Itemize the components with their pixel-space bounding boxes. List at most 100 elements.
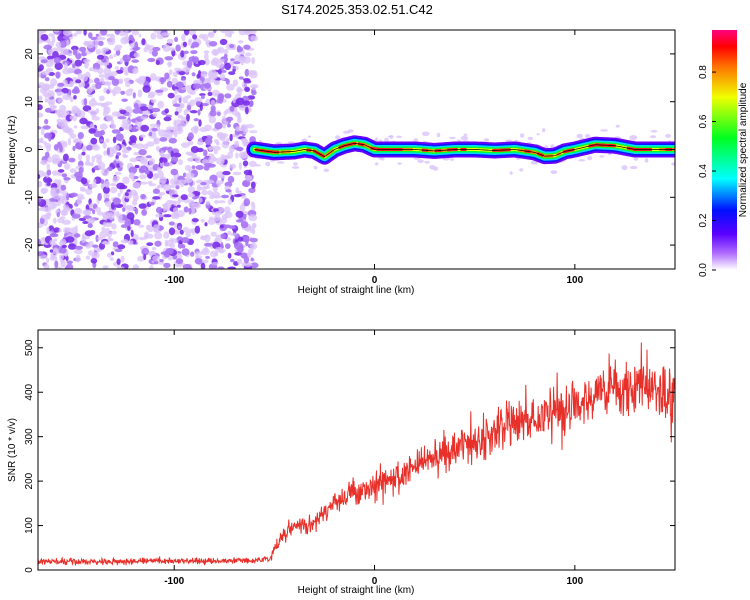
ridge-halo-speck (424, 160, 430, 164)
ridge-halo-speck (629, 165, 638, 170)
noise-speck (182, 41, 187, 47)
noise-speck (152, 131, 157, 140)
noise-speck (81, 146, 86, 152)
noise-speck (68, 243, 77, 250)
noise-speck (113, 160, 117, 166)
spectrogram-y-tick-label: 10 (24, 96, 35, 108)
snr-x-tick-label: -100 (164, 576, 184, 587)
noise-speck (117, 116, 127, 120)
noise-speck (66, 40, 70, 46)
ridge-halo-speck (584, 133, 591, 138)
noise-speck (87, 223, 93, 229)
noise-speck (42, 172, 47, 177)
noise-speck (48, 58, 54, 63)
ridge-halo-speck (384, 137, 389, 143)
noise-speck (43, 83, 49, 87)
noise-speck (214, 81, 220, 85)
noise-speck (178, 159, 183, 166)
noise-speck (101, 168, 110, 177)
noise-speck (190, 146, 199, 153)
noise-speck (180, 183, 184, 188)
noise-speck (191, 72, 196, 77)
noise-speck (243, 44, 251, 50)
noise-speck (42, 86, 50, 92)
noise-speck (192, 55, 195, 64)
noise-speck (232, 171, 242, 176)
noise-speck (183, 206, 189, 213)
ridge-halo-speck (436, 132, 441, 138)
noise-speck (152, 188, 160, 194)
noise-speck (76, 197, 83, 205)
noise-speck (240, 57, 245, 66)
noise-speck (48, 99, 52, 107)
noise-speck (238, 162, 242, 170)
noise-speck (180, 194, 188, 201)
noise-speck (100, 179, 105, 184)
noise-speck (250, 257, 254, 262)
noise-speck (159, 77, 167, 83)
noise-speck (71, 105, 79, 113)
noise-speck (166, 38, 174, 44)
noise-speck (248, 70, 258, 75)
noise-speck (67, 52, 73, 57)
ridge-halo-speck (449, 136, 456, 140)
noise-speck (73, 139, 78, 144)
noise-speck (120, 239, 129, 244)
noise-speck (187, 193, 195, 198)
noise-speck (110, 71, 118, 77)
spectrogram-y-tick-label: -20 (24, 237, 35, 252)
noise-speck (230, 58, 235, 62)
noise-speck (95, 108, 100, 114)
noise-speck (137, 89, 143, 98)
noise-speck (224, 62, 231, 71)
noise-speck (86, 40, 95, 49)
noise-speck (159, 259, 164, 263)
noise-speck (102, 265, 109, 269)
noise-speck (95, 207, 101, 213)
ridge-halo-speck (460, 135, 469, 141)
noise-speck (152, 173, 159, 181)
noise-speck (236, 46, 244, 52)
noise-speck (106, 114, 114, 122)
noise-speck (235, 126, 241, 132)
noise-speck (185, 172, 195, 179)
noise-speck (54, 62, 63, 70)
noise-speck (74, 59, 83, 67)
noise-speck (169, 162, 173, 167)
noise-speck (57, 179, 62, 186)
noise-speck (243, 255, 250, 264)
noise-speck (108, 76, 116, 81)
ridge-halo-speck (291, 166, 300, 169)
noise-speck (220, 69, 227, 73)
noise-speck (119, 185, 128, 190)
noise-speck (63, 177, 71, 181)
noise-speck (235, 187, 239, 194)
noise-speck (232, 97, 236, 104)
noise-speck (237, 112, 241, 121)
noise-speck (228, 71, 236, 75)
noise-speck (224, 53, 228, 59)
noise-speck (163, 231, 170, 239)
noise-speck (57, 82, 65, 87)
noise-speck (251, 57, 256, 65)
noise-speck (157, 100, 165, 109)
noise-speck (159, 176, 167, 185)
noise-speck (169, 243, 176, 249)
noise-speck (173, 103, 181, 107)
noise-speck (248, 214, 258, 222)
noise-speck (219, 224, 224, 229)
noise-speck (92, 62, 101, 70)
noise-speck (209, 110, 217, 117)
noise-speck (138, 224, 145, 228)
noise-speck (228, 191, 233, 196)
noise-speck (196, 184, 202, 192)
noise-speck (169, 47, 175, 52)
noise-speck (52, 159, 60, 165)
noise-speck (79, 46, 87, 53)
noise-speck (115, 154, 119, 160)
noise-speck (104, 222, 113, 227)
noise-speck (54, 109, 61, 115)
noise-speck (113, 53, 117, 58)
noise-speck (227, 266, 236, 269)
noise-speck (119, 31, 126, 37)
